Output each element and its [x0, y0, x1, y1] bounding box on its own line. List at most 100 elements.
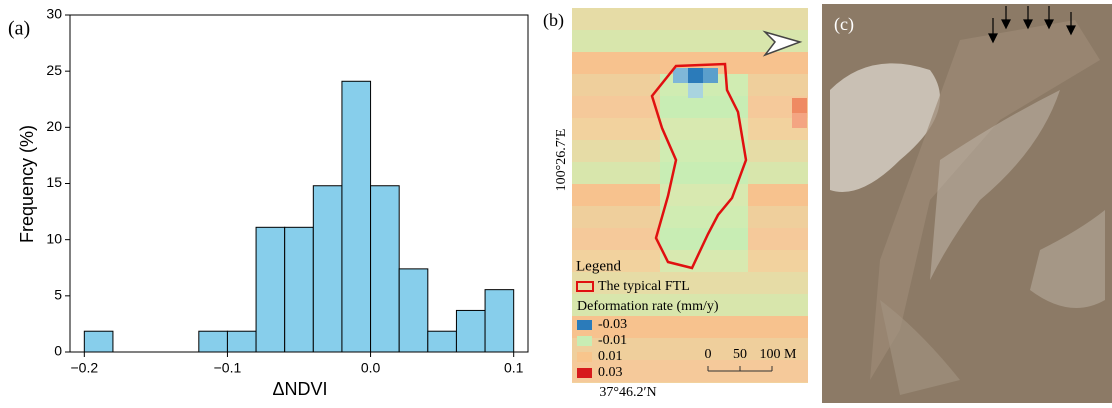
bar [398, 268, 429, 353]
raster-cell [748, 316, 770, 338]
raster-cell [682, 118, 704, 140]
raster-cell [638, 140, 660, 162]
legend-label: -0.03 [598, 317, 627, 332]
raster-cell [748, 52, 770, 74]
raster-cell [704, 140, 726, 162]
legend-swatch [577, 320, 592, 330]
y-tick-label: 10 [46, 230, 62, 246]
raster-cell [594, 162, 616, 184]
legend-outline: The typical FTL [598, 279, 690, 294]
raster-cell [594, 8, 616, 30]
raster-cell [770, 272, 792, 294]
raster-cell [616, 8, 638, 30]
y-axis-label: Frequency (%) [17, 125, 37, 243]
photo-patch [1030, 210, 1105, 308]
raster-cell [726, 272, 748, 294]
raster-cell [572, 96, 594, 118]
legend-label: 0.01 [598, 349, 623, 364]
raster-cell [572, 74, 594, 96]
raster-cell [682, 360, 704, 382]
raster-cell [770, 8, 792, 30]
raster-cell [660, 162, 682, 184]
raster-cell [616, 118, 638, 140]
raster-cell [726, 382, 748, 383]
raster-cell [616, 382, 638, 383]
raster-cell [638, 162, 660, 184]
raster-cell [638, 206, 660, 228]
raster-cell [770, 140, 792, 162]
raster-cell [572, 52, 594, 74]
raster-cell [594, 52, 616, 74]
raster-cell [638, 338, 660, 360]
raster-cell [638, 272, 660, 294]
raster-cell [682, 228, 704, 250]
raster-cell [616, 30, 638, 52]
raster-cell [748, 272, 770, 294]
legend-title: Legend [576, 258, 621, 274]
raster-cell [792, 140, 808, 162]
raster-cell [616, 184, 638, 206]
raster-cell [660, 382, 682, 383]
y-tick-label: 0 [54, 343, 62, 359]
raster-cell [572, 228, 594, 250]
panel-c: (c) [822, 4, 1112, 403]
scale-label: 100 M [760, 347, 798, 362]
raster-cell [770, 206, 792, 228]
raster-cell [616, 140, 638, 162]
bar [226, 330, 257, 353]
bar [484, 289, 515, 353]
raster-cell [792, 382, 808, 383]
north-arrow [762, 30, 803, 57]
raster-cell [726, 316, 748, 338]
raster-cell [616, 360, 638, 382]
raster-cell [682, 206, 704, 228]
raster-cell [660, 338, 682, 360]
raster-cell [770, 184, 792, 206]
raster-cell [572, 140, 594, 162]
raster-cell [572, 250, 594, 272]
raster-cell [660, 316, 682, 338]
raster-cell [594, 30, 616, 52]
y-tick-label: 15 [46, 174, 62, 190]
raster-cell [704, 338, 726, 360]
raster-cell [638, 74, 660, 96]
x-tick-label: 0.1 [504, 360, 524, 376]
raster-cell [748, 96, 770, 118]
raster-cell [682, 184, 704, 206]
panel-b: (b) 100°26.7′E 37°46.2′N Legend The typi… [543, 8, 808, 400]
raster-cell [616, 294, 638, 316]
raster-cell [638, 118, 660, 140]
raster-cell [594, 250, 616, 272]
bar [284, 226, 314, 353]
raster-cell [616, 272, 638, 294]
raster-cell [792, 338, 808, 360]
raster-cell [572, 118, 594, 140]
raster-cell [638, 52, 660, 74]
photo-patch [830, 63, 940, 193]
raster-cell [770, 118, 792, 140]
raster-cell [638, 30, 660, 52]
raster-cell [748, 140, 770, 162]
raster-cell [616, 250, 638, 272]
legend-swatch [577, 352, 592, 362]
raster-cell [792, 113, 807, 128]
lon-label: 100°26.7′E [554, 129, 569, 192]
raster-cell [682, 8, 704, 30]
raster-cell [682, 316, 704, 338]
raster-cell [792, 162, 808, 184]
raster-cell [660, 8, 682, 30]
raster-cell [594, 118, 616, 140]
bar [455, 309, 486, 353]
raster-cell [638, 294, 660, 316]
raster-cell [704, 316, 726, 338]
raster-cell [688, 83, 703, 98]
legend-swatch [577, 336, 592, 346]
raster-cell [770, 294, 792, 316]
raster-cell [704, 184, 726, 206]
panel-a: (a) Frequency (%) ΔNDVI 0 5 10 15 20 25 30 −0.2… [8, 6, 529, 399]
bar [370, 185, 400, 353]
raster-cell [704, 382, 726, 383]
raster-cell [682, 30, 704, 52]
raster-cell [748, 184, 770, 206]
raster-cell [770, 316, 792, 338]
